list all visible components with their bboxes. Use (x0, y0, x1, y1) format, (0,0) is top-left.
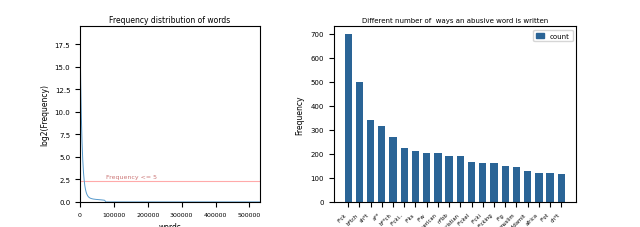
X-axis label: words: words (158, 222, 181, 227)
Bar (479, 163, 486, 202)
Bar (378, 127, 385, 202)
Y-axis label: Frequency: Frequency (296, 95, 305, 134)
Bar (412, 152, 419, 202)
Bar (356, 82, 363, 202)
Bar (435, 154, 442, 202)
Legend: count: count (533, 31, 573, 42)
Bar (389, 137, 397, 202)
Bar (557, 174, 565, 202)
Bar (490, 164, 498, 202)
Bar (457, 157, 464, 202)
Bar (423, 153, 430, 202)
Bar (502, 166, 509, 202)
Y-axis label: log2(Frequency): log2(Frequency) (40, 84, 49, 146)
Bar (367, 121, 374, 202)
Title: Different number of  ways an abusive word is written: Different number of ways an abusive word… (362, 18, 548, 24)
Bar (468, 163, 476, 202)
Text: Frequency <= 5: Frequency <= 5 (106, 174, 157, 179)
Title: Frequency distribution of words: Frequency distribution of words (109, 16, 230, 25)
Bar (513, 167, 520, 202)
Bar (524, 171, 531, 202)
Bar (535, 173, 543, 202)
Bar (547, 173, 554, 202)
Bar (401, 148, 408, 202)
Bar (445, 156, 452, 202)
Bar (344, 35, 352, 202)
